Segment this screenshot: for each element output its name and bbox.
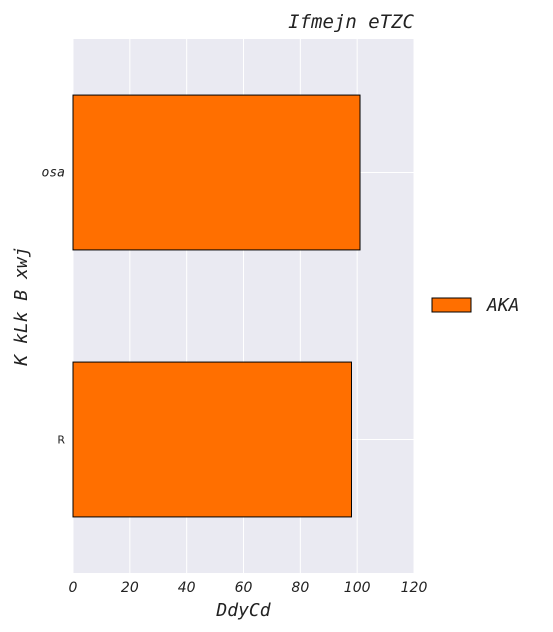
legend-swatch [431, 297, 472, 313]
x-tick-label: 20 [121, 580, 139, 596]
y-tick-label: R [57, 434, 65, 447]
legend-label: AKA [486, 295, 520, 316]
x-tick-label: 120 [401, 580, 428, 596]
y-tick-labels: osa R [42, 166, 66, 447]
y-tick-label: osa [42, 166, 65, 181]
bars [72, 94, 361, 518]
x-tick-label: 80 [291, 580, 309, 596]
x-axis-label: DdyCd [215, 600, 271, 621]
x-tick-label: 100 [344, 580, 371, 596]
legend: AKA [431, 295, 520, 316]
x-tick-label: 40 [178, 580, 196, 596]
y-axis-label: K kLk B xwj [11, 246, 32, 366]
bar-osa [72, 94, 361, 251]
x-tick-labels: 0 20 40 60 80 100 120 [69, 580, 428, 596]
x-tick-label: 60 [235, 580, 253, 596]
bar-R [72, 361, 352, 518]
x-tick-label: 0 [69, 580, 78, 596]
chart-title: Ifmejn eTZC [288, 11, 414, 33]
